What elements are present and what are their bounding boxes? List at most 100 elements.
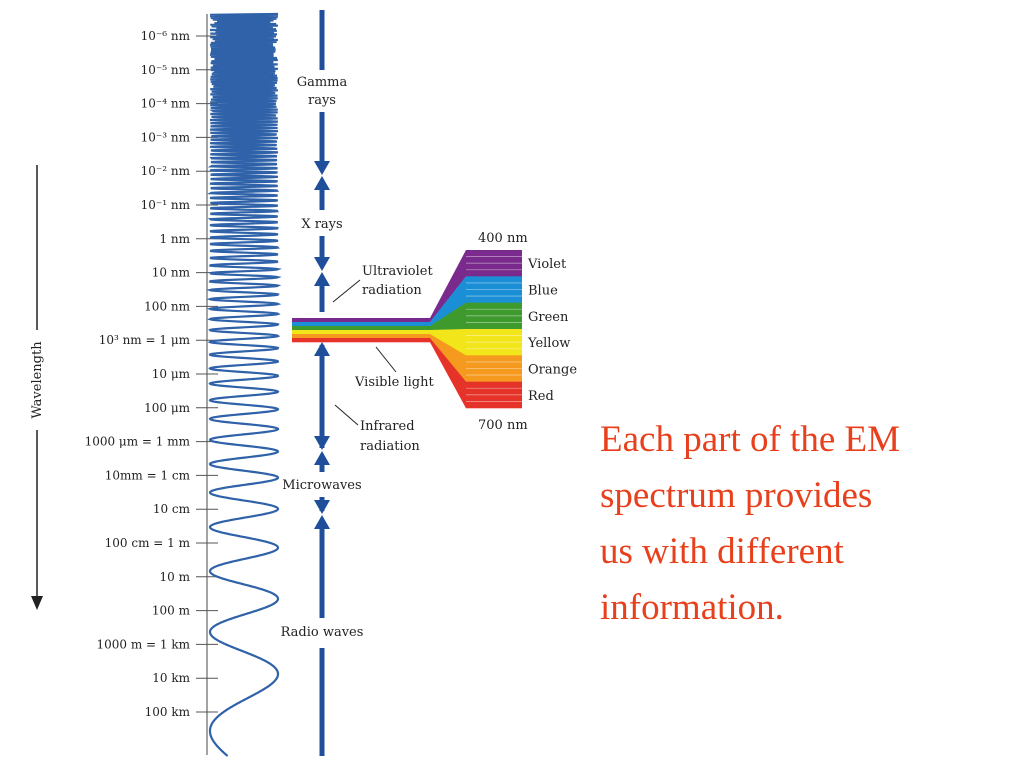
wavelength-axis-title: Wavelength — [30, 341, 45, 419]
visible-band-green — [292, 302, 522, 331]
color-label-yellow: Yellow — [527, 336, 570, 351]
caption-text: Each part of the EM spectrum provides us… — [600, 412, 1015, 636]
visible-range-400nm: 400 nm — [478, 231, 528, 246]
infrared-pointer — [334, 404, 359, 426]
ruler-tick-label: 10⁻² nm — [141, 164, 191, 178]
ruler-tick-label: 10⁻⁶ nm — [141, 29, 191, 43]
ruler-tick: 10 km — [152, 671, 218, 685]
ruler-tick-label: 10 cm — [153, 502, 191, 516]
ruler-tick: 10⁻² nm — [141, 164, 218, 178]
visible-band-spread — [430, 329, 466, 356]
microwave-arrow-down — [314, 500, 330, 514]
caption-line-3: us with different — [600, 531, 844, 572]
ir-arrow-down — [314, 436, 330, 450]
visible-spectrum-fan — [292, 250, 522, 409]
radio-waves-label: Radio waves — [281, 625, 364, 640]
visible-band-spread — [430, 302, 466, 331]
uv-arrow-up — [314, 272, 330, 286]
ruler-tick-label: 10⁻¹ nm — [141, 198, 191, 212]
ruler-tick: 100 km — [145, 705, 218, 719]
visible-band-block — [466, 302, 522, 330]
color-label-orange: Orange — [528, 363, 577, 378]
ruler-tick-label: 10 km — [152, 671, 190, 685]
radio-arrow-up — [314, 515, 330, 529]
ruler-tick-label: 10 nm — [152, 266, 191, 280]
label-ultraviolet: Ultraviolet radiation — [332, 264, 433, 303]
visible-band-block — [466, 250, 522, 277]
infrared-label-line1: Infrared — [360, 419, 415, 434]
region-labels: Gamma rays X rays Ultraviolet radiation … — [281, 75, 435, 640]
ruler-tick-label: 10 μm — [152, 367, 191, 381]
visible-band-bar — [292, 318, 430, 323]
infrared-label-line2: radiation — [360, 439, 420, 454]
ruler-tick: 10mm = 1 cm — [105, 468, 218, 482]
ruler-tick: 1 nm — [159, 232, 218, 246]
wave-curve — [206, 12, 282, 757]
ruler-tick-label: 1000 μm = 1 mm — [85, 435, 191, 449]
gamma-label-line2: rays — [308, 93, 336, 108]
ruler-tick: 10 μm — [152, 367, 218, 381]
ruler-tick: 10⁻⁴ nm — [141, 97, 218, 111]
visible-band-block — [466, 355, 522, 382]
ruler-tick-label: 1000 m = 1 km — [96, 637, 190, 651]
ruler-tick: 10³ nm = 1 μm — [99, 333, 218, 347]
ultraviolet-label-line1: Ultraviolet — [362, 264, 433, 279]
visible-band-spread — [430, 250, 466, 323]
ruler-tick: 10⁻⁵ nm — [141, 63, 218, 77]
ruler-tick: 10⁻¹ nm — [141, 198, 218, 212]
color-label-red: Red — [528, 389, 554, 404]
ruler-tick: 1000 m = 1 km — [96, 637, 218, 651]
ruler-tick: 10⁻⁶ nm — [141, 29, 218, 43]
visible-band-bar — [292, 326, 430, 331]
label-infrared: Infrared radiation — [334, 404, 420, 454]
ruler-tick: 1000 μm = 1 mm — [85, 435, 218, 449]
ruler-tick: 10⁻³ nm — [141, 130, 218, 144]
visible-band-bar — [292, 322, 430, 327]
ruler-tick-label: 10 m — [160, 570, 191, 584]
ruler-tick: 100 μm — [144, 401, 218, 415]
visible-band-orange — [292, 334, 522, 382]
ruler-tick-label: 100 μm — [144, 401, 191, 415]
ruler-tick: 100 m — [152, 604, 218, 618]
color-label-green: Green — [528, 310, 569, 325]
visible-band-yellow — [292, 329, 522, 356]
ultraviolet-label-line2: radiation — [362, 283, 422, 298]
ruler-tick: 10 m — [160, 570, 218, 584]
visible-color-labels: Violet Blue Green Yellow Orange Red — [527, 257, 577, 404]
wavelength-axis: Wavelength — [28, 165, 46, 610]
gamma-label-line1: Gamma — [297, 75, 348, 90]
visible-band-block — [466, 329, 522, 356]
xray-arrow-up — [314, 176, 330, 190]
xrays-label: X rays — [301, 217, 342, 232]
visible-band-bar — [292, 338, 430, 343]
visible-band-red — [292, 338, 522, 409]
label-visible-light: Visible light — [354, 346, 434, 390]
label-gamma-rays: Gamma rays — [297, 75, 348, 108]
ruler-tick: 10 cm — [153, 502, 218, 516]
visible-range-700nm: 700 nm — [478, 418, 528, 433]
ruler-tick-label: 10³ nm = 1 μm — [99, 333, 191, 347]
visible-band-block — [466, 276, 522, 303]
wavelength-axis-arrowhead — [31, 596, 43, 610]
microwave-arrow-up — [314, 451, 330, 465]
ruler-tick-label: 10⁻³ nm — [141, 130, 191, 144]
gamma-arrow-down — [314, 161, 330, 175]
caption-line-4: information. — [600, 587, 784, 628]
ruler-tick-label: 100 nm — [144, 299, 190, 313]
spectrum-bar — [314, 10, 330, 756]
ruler-tick-label: 10⁻⁴ nm — [141, 97, 191, 111]
visible-band-spread — [430, 338, 466, 409]
color-label-violet: Violet — [527, 257, 567, 272]
ruler-tick-label: 100 m — [152, 604, 191, 618]
visible-light-pointer — [375, 346, 397, 373]
visible-band-block — [466, 381, 522, 409]
visible-band-violet — [292, 250, 522, 323]
visible-band-blue — [292, 276, 522, 327]
visible-light-label: Visible light — [354, 375, 434, 390]
caption-line-1: Each part of the EM — [600, 419, 900, 460]
ir-arrow-up — [314, 342, 330, 356]
visible-band-bar — [292, 330, 430, 335]
visible-band-spread — [430, 334, 466, 382]
wavelength-axis-title-bg — [28, 330, 46, 430]
